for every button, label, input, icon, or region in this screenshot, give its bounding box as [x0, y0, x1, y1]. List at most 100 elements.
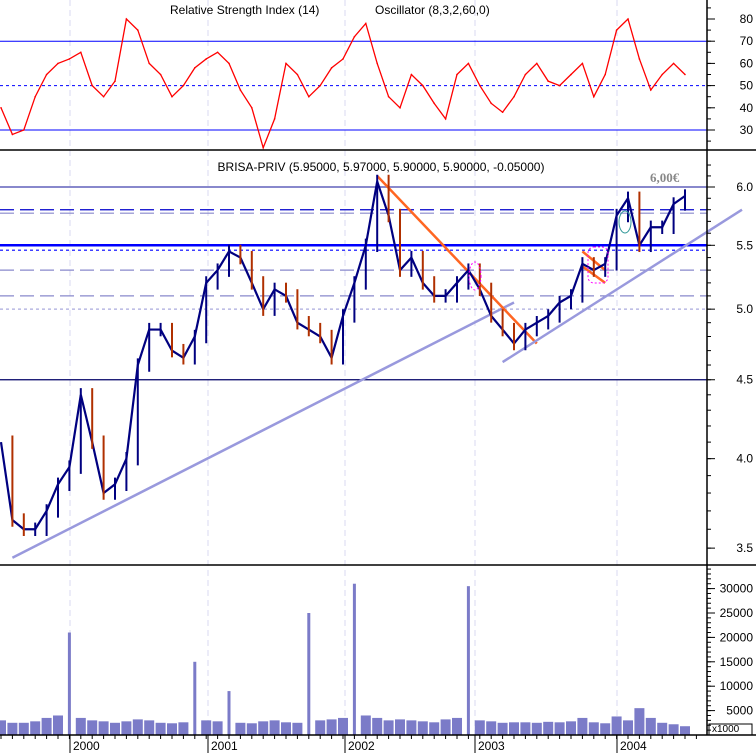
volume-bar: [201, 720, 212, 735]
volume-bar: [235, 722, 246, 735]
rsi-point: [182, 84, 185, 87]
rsi-point: [0, 107, 2, 109]
rsi-tick-label: 60: [740, 56, 754, 70]
rsi-point: [513, 95, 515, 98]
volume-tick-label: 25000: [720, 606, 754, 620]
rsi-point: [479, 84, 481, 87]
rsi-point: [251, 107, 253, 109]
rsi-point: [308, 95, 310, 98]
rsi-point: [171, 95, 173, 98]
volume-bar: [395, 719, 405, 735]
volume-bar: [258, 721, 269, 735]
rsi-point: [194, 67, 196, 69]
rsi-point: [365, 22, 367, 25]
rsi-point: [102, 95, 105, 98]
volume-bar: [7, 722, 18, 735]
volume-bar: [417, 721, 428, 735]
volume-bar: [497, 722, 508, 735]
volume-bar: [623, 720, 633, 735]
rsi-point: [433, 102, 436, 105]
volume-bar: [167, 723, 177, 735]
pattern-highlight-ellipse: [468, 261, 482, 291]
rsi-point: [319, 84, 322, 87]
volume-bar: [144, 720, 155, 735]
rsi-point: [490, 102, 493, 105]
volume-bar: [246, 723, 257, 735]
rsi-tick-label: 50: [740, 79, 754, 93]
price-annotation: 6,00€: [650, 170, 680, 185]
volume-panel: [0, 583, 753, 736]
volume-bar: [588, 722, 599, 735]
rsi-point: [536, 62, 538, 65]
rsi-point: [228, 62, 230, 65]
date-tick-label: 2002: [348, 739, 375, 753]
rsi-point: [11, 133, 14, 136]
rsi-point: [387, 95, 390, 98]
rsi-point: [23, 129, 25, 131]
volume-bar: [53, 715, 63, 735]
rsi-point: [581, 62, 584, 65]
volume-bar: [67, 632, 71, 735]
rsi-point: [353, 35, 356, 38]
date-tick-label: 2004: [620, 739, 647, 753]
rsi-point: [296, 73, 299, 76]
trendline: [376, 175, 538, 345]
volume-bar: [383, 720, 394, 735]
rsi-point: [125, 18, 128, 20]
volume-tick-label: 20000: [720, 630, 754, 644]
trendline: [501, 208, 743, 364]
rsi-point: [45, 73, 48, 76]
rsi-point: [661, 73, 663, 76]
date-tick-label: 2003: [478, 739, 505, 753]
volume-bar: [178, 722, 189, 735]
rsi-point: [262, 146, 265, 149]
volume-bar: [87, 720, 98, 735]
volume-bar: [227, 691, 231, 735]
rsi-tick-label: 80: [740, 12, 754, 26]
volume-bar: [98, 721, 109, 735]
volume-bar: [41, 717, 52, 735]
rsi-point: [216, 51, 219, 54]
rsi-point: [91, 84, 93, 87]
rsi-panel: [0, 17, 707, 150]
rsi-point: [399, 107, 401, 109]
volume-bar: [155, 722, 166, 735]
volume-bar: [110, 722, 120, 735]
volume-bar: [611, 716, 622, 735]
rsi-point: [68, 58, 71, 60]
volume-unit-label: x1000: [712, 724, 740, 735]
date-tick-label: 2001: [211, 739, 238, 753]
rsi-point: [456, 73, 458, 76]
volume-bar: [543, 721, 554, 735]
price-tick-label: 6.0: [736, 180, 753, 194]
volume-bar: [75, 717, 86, 735]
volume-bar: [554, 722, 565, 735]
rsi-point: [684, 73, 686, 76]
volume-bar: [307, 613, 311, 735]
rsi-point: [148, 62, 150, 65]
volume-bar: [30, 721, 41, 735]
pattern-highlight-ellipse: [618, 210, 632, 234]
rsi-line: [0, 17, 686, 150]
volume-tick-label: 30000: [720, 582, 754, 596]
year-gridlines: [69, 0, 618, 735]
volume-bar: [645, 717, 656, 735]
trendline: [11, 301, 515, 559]
volume-bar: [338, 717, 348, 735]
volume-bar: [509, 722, 519, 735]
rsi-point: [604, 73, 606, 76]
volume-tick-label: 10000: [720, 679, 754, 693]
volume-bar: [132, 719, 143, 735]
rsi-point: [547, 80, 549, 82]
volume-bar: [326, 719, 337, 735]
rsi-point: [330, 67, 333, 69]
volume-bar: [531, 722, 542, 735]
rsi-point: [570, 73, 572, 76]
price-tick-label: 5.5: [736, 238, 753, 252]
rsi-point: [205, 58, 207, 60]
rsi-point: [593, 95, 595, 98]
rsi-tick-label: 30: [740, 123, 754, 137]
price-title: BRISA-PRIV (5.95000, 5.97000, 5.90000, 5…: [218, 160, 545, 174]
volume-bar: [466, 586, 470, 735]
